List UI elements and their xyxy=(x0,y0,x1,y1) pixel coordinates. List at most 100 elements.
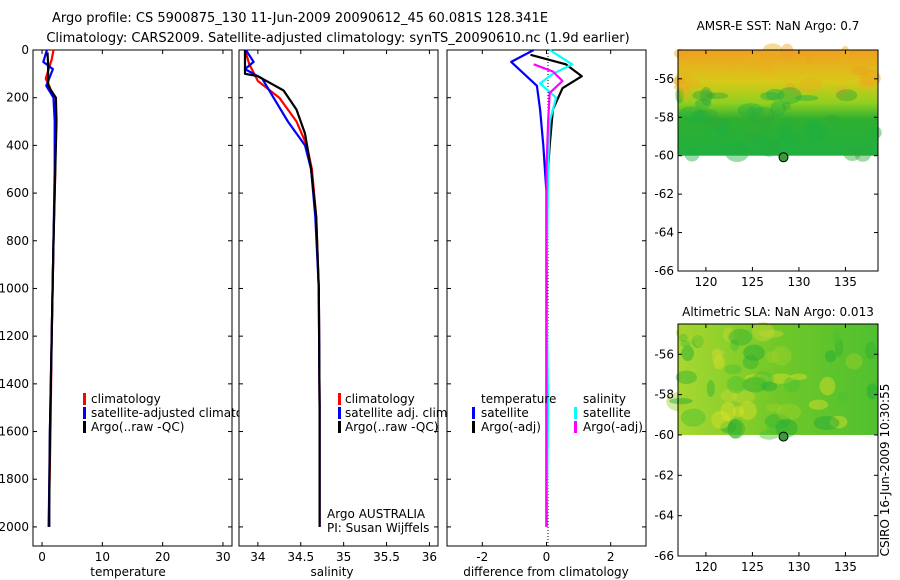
difference-legend: temperature satellite Argo(-adj) salinit… xyxy=(472,392,643,434)
texture-blob xyxy=(769,373,794,384)
texture-blob xyxy=(766,419,789,435)
x-tick-label: 30 xyxy=(215,550,230,564)
texture-blob xyxy=(759,429,779,440)
argo-float-marker xyxy=(778,152,789,163)
texture-blob xyxy=(725,59,734,68)
texture-blob xyxy=(731,390,756,404)
y-tick-label: -64 xyxy=(654,226,674,240)
figure-title-line2: Climatology: CARS2009. Satellite-adjuste… xyxy=(46,31,629,46)
x-tick-label: 35.5 xyxy=(373,550,400,564)
texture-blob xyxy=(691,335,704,348)
texture-blob xyxy=(705,117,725,129)
x-tick-label: 34.5 xyxy=(287,550,314,564)
y-tick-label: 1000 xyxy=(0,281,29,295)
texture-blob xyxy=(782,101,791,110)
y-tick-label: 200 xyxy=(6,91,29,105)
texture-blob xyxy=(750,106,776,127)
texture-blob xyxy=(840,45,850,63)
difference-lines xyxy=(510,49,583,527)
texture-blob xyxy=(690,109,711,125)
texture-blob xyxy=(865,341,877,360)
legend-swatch-argo xyxy=(338,421,341,433)
texture-blob xyxy=(792,86,801,98)
texture-blob xyxy=(745,376,767,385)
texture-blob xyxy=(758,138,780,157)
salinity-xlabel: salinity xyxy=(310,565,353,579)
salinity-lines xyxy=(243,49,321,527)
texture-blob xyxy=(694,98,712,109)
legend-label-climatology: climatology xyxy=(91,392,161,406)
texture-blob xyxy=(776,121,793,142)
x-tick-label: 125 xyxy=(741,275,764,289)
y-tick-label: -66 xyxy=(654,264,674,278)
texture-blob xyxy=(825,114,839,122)
y-tick-label: 800 xyxy=(6,234,29,248)
legend-swatch-satellite-adjusted xyxy=(83,407,86,419)
argo-program-note: Argo AUSTRALIA xyxy=(327,507,426,521)
texture-blob xyxy=(806,122,830,142)
y-tick-label: -56 xyxy=(654,72,674,86)
difference-ticks: -2 0 2 xyxy=(447,49,646,564)
salinity-axes-box xyxy=(238,49,439,547)
texture-blob xyxy=(819,376,836,396)
x-tick-label: 34 xyxy=(250,550,265,564)
texture-blob xyxy=(770,100,787,117)
texture-blob xyxy=(744,373,768,382)
texture-blob xyxy=(684,146,700,162)
texture-blob xyxy=(870,126,882,139)
texture-blob xyxy=(845,353,863,370)
sla-axes-box xyxy=(677,323,879,557)
y-tick-label: 1400 xyxy=(0,377,29,391)
texture-blob xyxy=(747,106,756,121)
x-tick-label: 10 xyxy=(95,550,110,564)
y-tick-label: 0 xyxy=(21,43,29,57)
temperature-lines xyxy=(42,49,58,527)
legend-label-argo: Argo(..raw -QC) xyxy=(91,420,184,434)
texture-blob xyxy=(712,349,725,357)
x-tick-label: 135 xyxy=(834,275,857,289)
x-tick-label: -2 xyxy=(476,550,488,564)
x-tick-label: 0 xyxy=(38,550,46,564)
sst-map-title: AMSR-E SST: NaN Argo: 0.7 xyxy=(697,19,860,33)
texture-blob xyxy=(681,345,694,362)
texture-blob xyxy=(777,87,802,105)
y-tick-label: 1800 xyxy=(0,472,29,486)
texture-blob xyxy=(711,348,722,364)
texture-blob xyxy=(774,141,783,153)
texture-blob xyxy=(761,381,778,392)
y-tick-label: 1600 xyxy=(0,425,29,439)
series-line-argo-raw-qc- xyxy=(46,52,58,527)
texture-blob xyxy=(765,88,785,101)
texture-blob xyxy=(720,421,737,434)
texture-blob xyxy=(678,106,705,121)
legend-label-salinity-satellite: satellite xyxy=(583,406,631,420)
texture-blob xyxy=(808,399,829,410)
texture-blob xyxy=(758,329,784,338)
texture-blob xyxy=(866,383,878,400)
texture-blob xyxy=(680,81,691,101)
legend-title-temperature: temperature xyxy=(481,392,556,406)
legend-label-climatology: climatology xyxy=(345,392,415,406)
texture-blob xyxy=(727,376,746,394)
texture-blob xyxy=(795,95,819,101)
texture-blob xyxy=(742,377,767,393)
texture-blob xyxy=(829,415,848,429)
y-tick-label: -60 xyxy=(654,149,674,163)
series-line-salinity-argo-adj- xyxy=(533,63,564,527)
y-tick-label: 400 xyxy=(6,138,29,152)
sst-texture xyxy=(672,43,882,163)
legend-label-satellite-adjusted: satellite-adjusted climatology xyxy=(91,406,269,420)
texture-blob xyxy=(727,419,745,439)
texture-blob xyxy=(673,48,686,58)
texture-blob xyxy=(739,146,749,156)
x-tick-label: 135 xyxy=(834,560,857,574)
credit-timestamp: CSIRO 16-Jun-2009 10:30:55 xyxy=(878,384,892,557)
texture-blob xyxy=(739,401,757,420)
salinity-panel: 34 34.5 35 35.5 36 salinity climatology sate… xyxy=(238,49,451,579)
texture-blob xyxy=(675,370,697,384)
texture-blob xyxy=(722,327,735,342)
texture-blob xyxy=(766,403,783,413)
texture-blob xyxy=(692,90,715,101)
legend-swatch-salinity-argo xyxy=(574,421,577,433)
